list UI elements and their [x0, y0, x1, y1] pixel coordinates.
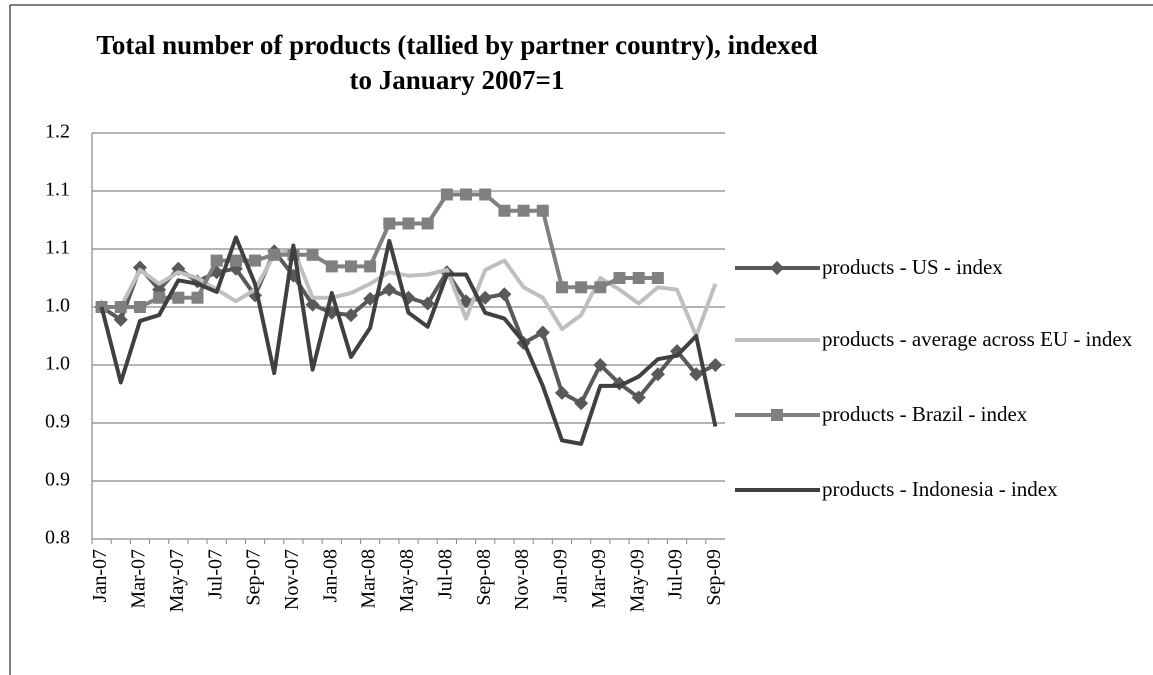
chart-title: Total number of products (tallied by par…	[96, 30, 818, 95]
point-marker	[363, 291, 378, 306]
point-marker	[498, 204, 511, 217]
point-marker	[191, 291, 204, 304]
point-marker	[172, 291, 185, 304]
x-tick-label: Mar-07	[128, 549, 150, 609]
point-marker	[95, 301, 108, 313]
y-tick-label: 1.1	[45, 237, 70, 259]
point-marker	[651, 272, 664, 284]
point-marker	[440, 188, 453, 201]
point-marker	[631, 390, 646, 405]
point-marker	[650, 367, 665, 382]
x-tick-label: Nov-07	[281, 549, 303, 610]
point-marker	[555, 281, 568, 294]
legend-label: products - Brazil - index	[822, 402, 1028, 426]
point-marker	[114, 301, 127, 313]
point-marker	[305, 297, 320, 312]
point-marker	[594, 281, 607, 294]
point-marker	[517, 204, 530, 217]
point-marker	[479, 188, 492, 201]
point-marker	[249, 254, 262, 267]
series-line	[99, 235, 718, 446]
point-marker	[554, 385, 569, 400]
point-marker	[497, 287, 512, 302]
legend-label: products - Indonesia - index	[822, 477, 1058, 501]
point-marker	[133, 301, 146, 313]
x-tick-label: Jul-08	[434, 549, 456, 599]
x-tick-label: Jan-08	[319, 549, 341, 602]
x-tick-label: Mar-08	[358, 549, 380, 609]
y-tick-label: 0.9	[45, 411, 70, 433]
legend-label: products - average across EU - index	[822, 327, 1133, 351]
point-marker	[382, 282, 397, 297]
point-marker	[478, 290, 493, 305]
point-marker	[575, 281, 588, 294]
point-marker	[229, 254, 242, 267]
point-marker	[383, 217, 396, 230]
y-tick-label: 1.2	[45, 121, 70, 143]
x-tick-label: Jul-09	[665, 549, 687, 599]
point-marker	[325, 260, 338, 273]
point-marker	[574, 396, 589, 411]
x-tick-label: Sep-09	[703, 549, 725, 606]
x-tick-label: May-08	[396, 549, 418, 612]
x-tick-label: May-09	[626, 549, 648, 612]
point-marker	[535, 325, 550, 340]
point-marker	[268, 248, 281, 261]
x-tick-label: May-07	[166, 549, 188, 612]
point-marker	[632, 272, 645, 284]
legend-marker	[770, 261, 784, 275]
point-marker	[153, 291, 166, 304]
point-marker	[343, 308, 358, 323]
y-tick-label: 0.8	[45, 527, 70, 549]
point-marker	[402, 217, 415, 230]
point-marker	[708, 358, 723, 372]
legend-label: products - US - index	[822, 255, 1003, 279]
point-marker	[593, 358, 608, 372]
x-tick-label: Jul-07	[204, 549, 226, 599]
x-tick-label: Jan-09	[550, 549, 572, 602]
point-marker	[536, 204, 549, 217]
x-tick-label: Mar-09	[588, 549, 610, 609]
point-marker	[460, 188, 473, 201]
x-tick-label: Sep-07	[243, 549, 265, 606]
y-tick-label: 1.0	[45, 353, 70, 375]
y-tick-label: 1.0	[45, 295, 70, 317]
point-marker	[613, 272, 626, 284]
point-marker	[306, 248, 319, 261]
y-tick-label: 0.9	[45, 469, 70, 491]
legend-marker	[771, 409, 783, 421]
point-marker	[421, 217, 434, 230]
point-marker	[420, 296, 435, 311]
x-tick-label: Nov-08	[511, 549, 533, 610]
point-marker	[113, 312, 128, 327]
x-tick-label: Sep-08	[473, 549, 495, 606]
y-tick-label: 1.1	[45, 179, 70, 201]
point-marker	[364, 260, 377, 273]
x-tick-label: Jan-07	[89, 549, 111, 602]
point-marker	[689, 367, 704, 382]
point-marker	[210, 254, 223, 267]
point-marker	[344, 260, 357, 273]
